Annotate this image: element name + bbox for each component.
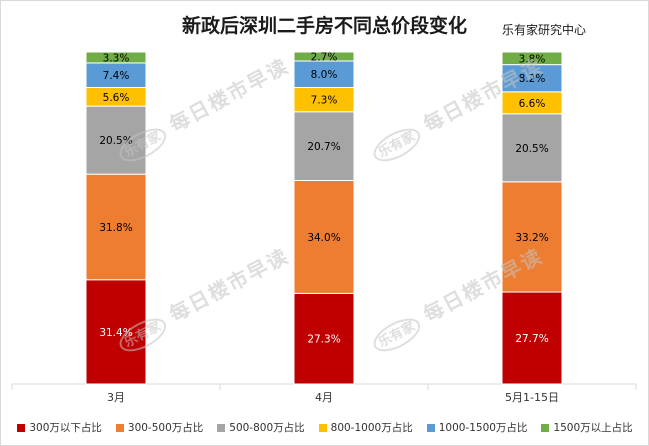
x-tick-label: 5月1-15日 [505,391,559,404]
legend-swatch [426,423,435,432]
data-label: 31.8% [99,222,132,234]
data-label: 7.4% [103,70,130,82]
legend-label: 300-500万占比 [127,422,204,434]
data-label: 27.3% [307,334,340,346]
data-label: 2.7% [311,51,338,63]
legend-item: 500-800万占比 [217,420,305,435]
chart-title: 新政后深圳二手房不同总价段变化 [181,15,467,37]
legend-swatch [115,423,124,432]
data-label: 3.3% [103,52,130,64]
legend-item: 1500万以上占比 [541,420,633,435]
x-tick-label: 3月 [107,391,125,404]
legend-item: 800-1000万占比 [318,420,413,435]
bar-segment [501,64,563,93]
legend-swatch [318,423,327,432]
legend-item: 1000-1500万占比 [426,420,528,435]
bar-segment [293,111,355,181]
data-label: 20.5% [99,135,132,147]
data-label: 7.3% [311,95,338,107]
data-label: 20.5% [515,143,548,155]
legend-item: 300-500万占比 [115,420,204,435]
bar-segment [293,87,355,113]
data-label: 20.7% [307,141,340,153]
data-label: 3.8% [519,53,546,65]
x-tick-label: 4月 [315,391,333,404]
bar-segment [85,62,147,89]
data-label: 8.2% [519,73,546,85]
bar-segment [85,51,147,64]
chart-legend: 300万以下占比 300-500万占比 500-800万占比 800-1000万占比 1… [17,420,633,435]
data-label: 5.6% [103,92,130,104]
legend-label: 300万以下占比 [29,422,102,434]
legend-swatch [217,423,226,432]
bar-segment [501,51,563,66]
bar-segment [293,179,355,294]
bar-segment [293,51,355,62]
bar-segment [501,291,563,385]
bar-segment [501,181,563,293]
source-label: 乐有家研究中心 [502,23,587,37]
legend-label: 500-800万占比 [229,422,305,434]
bar-segment [85,173,147,281]
data-label: 34.0% [307,232,340,244]
legend-swatch [17,423,26,432]
legend-label: 1000-1500万占比 [438,422,528,434]
legend-label: 1500万以上占比 [553,422,633,434]
data-label: 6.6% [519,98,546,110]
data-label: 8.0% [311,69,338,81]
legend-label: 800-1000万占比 [330,422,413,434]
legend-item: 300万以下占比 [17,420,102,435]
data-label: 27.7% [515,333,548,345]
data-label: 31.4% [99,327,132,339]
bar-segment [293,60,355,89]
data-label: 33.2% [515,232,548,244]
legend-swatch [541,423,550,432]
